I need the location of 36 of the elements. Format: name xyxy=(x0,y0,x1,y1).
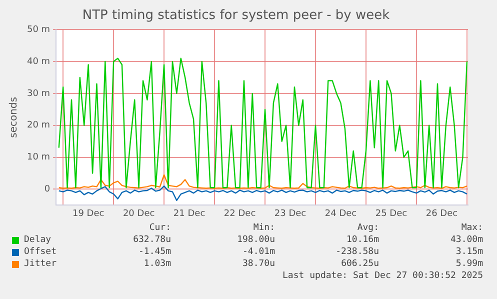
y-tick-label: 20 m xyxy=(26,120,50,131)
y-tick-label: 10 m xyxy=(26,152,50,163)
y-tick-label: 40 m xyxy=(26,56,50,67)
text: -4.01m xyxy=(241,246,275,258)
chart-title: NTP timing statistics for system peer - by week xyxy=(82,8,390,24)
text: 10.16m xyxy=(345,234,379,246)
text: 38.70u xyxy=(241,258,275,270)
text: 198.00u xyxy=(236,234,275,246)
text: Cur: xyxy=(148,222,171,234)
x-tick-label: 21 Dec xyxy=(173,208,206,219)
x-tick-label: 19 Dec xyxy=(72,208,104,219)
text: 606.25u xyxy=(340,258,379,270)
text: 3.15m xyxy=(454,246,483,258)
text: 632.78u xyxy=(132,234,171,246)
y-tick-label: 0 xyxy=(44,184,50,195)
text: Max: xyxy=(460,222,483,234)
y-tick-label: 30 m xyxy=(26,88,50,99)
x-tick-label: 26 Dec xyxy=(426,208,458,219)
text: 1.03m xyxy=(142,258,171,270)
x-tick-label: 22 Dec xyxy=(224,208,256,219)
text: Avg: xyxy=(356,222,379,234)
legend-label: Offset xyxy=(24,246,58,258)
legend-label: Jitter xyxy=(24,258,58,270)
x-tick-label: 24 Dec xyxy=(324,208,357,219)
legend-label: Delay xyxy=(24,234,52,246)
y-axis-title: seconds xyxy=(8,96,20,138)
text: Min: xyxy=(252,222,275,234)
y-tick-label: 50 m xyxy=(26,24,50,35)
text: 43.00m xyxy=(449,234,483,246)
text: -238.58u xyxy=(334,246,379,258)
x-tick-label: 20 Dec xyxy=(122,208,155,219)
text: -1.45m xyxy=(137,246,171,258)
x-tick-label: 23 Dec xyxy=(274,208,306,219)
text: 5.99m xyxy=(454,258,483,270)
x-tick-label: 25 Dec xyxy=(375,208,408,219)
text: Last update: Sat Dec 27 00:30:52 2025 xyxy=(282,270,483,282)
